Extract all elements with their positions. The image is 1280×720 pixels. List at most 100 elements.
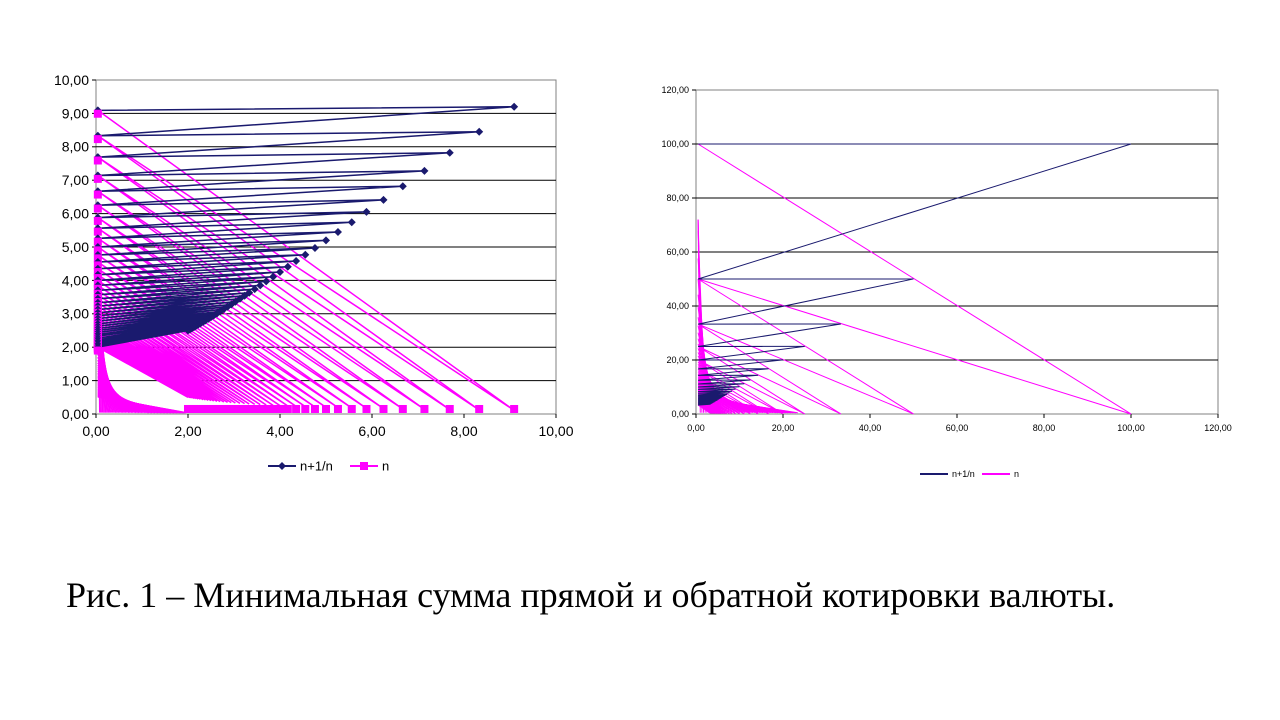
y-tick-label: 0,00: [62, 406, 89, 422]
series-n-plus-1-over-n-point: [475, 127, 484, 136]
series-n-plus-1-over-n-point: [262, 277, 271, 286]
series-n-plus-1-over-n-point: [269, 272, 278, 281]
y-tick-label: 1,00: [62, 373, 89, 389]
x-tick-label: 120,00: [1204, 423, 1232, 433]
series-n-plus-1-over-n-point: [301, 250, 310, 259]
series-n-point: [276, 404, 284, 413]
y-tick-label: 40,00: [666, 301, 689, 311]
series-n-point: [245, 404, 254, 413]
series-n-point: [445, 404, 454, 413]
series-n-plus-1-over-n-point: [379, 195, 388, 204]
y-tick-label: 20,00: [666, 355, 689, 365]
series-n-point: [93, 227, 102, 236]
series-n-point: [322, 404, 330, 413]
series-n-point: [93, 109, 102, 118]
series-n-plus-1-over-n-point: [310, 243, 319, 252]
legend-marker-n: [360, 462, 368, 470]
y-tick-label: 6,00: [62, 206, 89, 222]
y-tick-label: 100,00: [661, 139, 689, 149]
series-n-point: [240, 404, 249, 413]
series-n-point: [475, 404, 484, 413]
left-chart: 0,00 1,00 2,00 3,00 4,00 5,00 6,00 7,00 8,00 9,00…: [54, 72, 574, 474]
series-n-plus-1-over-n-point: [510, 102, 519, 111]
series-n-point: [292, 404, 301, 413]
x-tick-label: 2,00: [174, 423, 201, 439]
series-n-plus-1-over-n-line: [97, 105, 515, 348]
legend-label-n-plus-1-over-n: n+1/n: [952, 469, 975, 479]
series-n-point: [93, 237, 102, 246]
y-tick-label: 80,00: [666, 193, 689, 203]
series-n-point: [93, 346, 102, 355]
series-n-point: [250, 404, 259, 413]
x-tick-label: 20,00: [772, 423, 795, 433]
series-n-point: [262, 404, 271, 413]
series-n-point: [283, 404, 292, 413]
series-n-point: [310, 404, 319, 413]
series-n-plus-1-over-n-point: [445, 148, 454, 157]
series-n-point: [93, 246, 102, 255]
legend-marker-n-plus-1-over-n: [278, 462, 286, 470]
series-n-plus-1-over-n-point: [362, 207, 371, 216]
series-n-point: [510, 404, 519, 413]
series-n-point: [184, 404, 192, 413]
series-n-point: [333, 404, 342, 413]
series-n-point: [301, 404, 310, 413]
series-n-point: [256, 404, 265, 413]
x-tick-label: 0,00: [82, 423, 109, 439]
series-n-plus-1-over-n-point: [184, 326, 192, 335]
series-n-fan-line: [97, 396, 186, 414]
series-n-point: [362, 404, 371, 413]
y-tick-label: 5,00: [62, 239, 89, 255]
legend-label-n: n: [1014, 469, 1019, 479]
series-n-plus-1-over-n-point: [276, 268, 284, 277]
series-n-plus-1-over-n-point: [256, 281, 265, 290]
series-n-plus-1-over-n-point: [347, 218, 356, 227]
series-n-point: [93, 204, 102, 213]
series-n-plus-1-over-n-point: [292, 257, 301, 266]
series-n-point: [398, 404, 407, 413]
x-tick-label: 60,00: [946, 423, 969, 433]
legend-label-n: n: [382, 459, 389, 474]
y-tick-label: 120,00: [661, 85, 689, 95]
series-n-point: [269, 404, 278, 413]
x-tick-label: 100,00: [1117, 423, 1145, 433]
series-n-point: [420, 404, 429, 413]
figure-caption: Рис. 1 – Минимальная сумма прямой и обра…: [66, 575, 1116, 615]
x-tick-label: 8,00: [450, 423, 477, 439]
y-tick-label: 8,00: [62, 139, 89, 155]
series-n-point: [93, 174, 102, 183]
x-tick-label: 4,00: [266, 423, 293, 439]
series-n-point: [93, 190, 102, 199]
right-chart: 0,00 20,00 40,00 60,00 80,00 100,00 120,00 0,00…: [661, 85, 1232, 479]
x-tick-label: 0,00: [687, 423, 705, 433]
x-tick-label: 80,00: [1033, 423, 1056, 433]
legend-label-n-plus-1-over-n: n+1/n: [300, 459, 333, 474]
y-tick-label: 4,00: [62, 272, 89, 288]
series-n-point: [231, 404, 240, 413]
series-n-plus-1-over-n-point: [420, 166, 429, 175]
y-tick-label: 3,00: [62, 306, 89, 322]
series-n-plus-1-over-n-point: [250, 285, 259, 294]
series-n-point: [93, 156, 102, 165]
y-tick-label: 7,00: [62, 172, 89, 188]
series-n-plus-1-over-n-point: [398, 182, 407, 191]
y-tick-label: 2,00: [62, 339, 89, 355]
series-n-plus-1-over-n-point: [333, 227, 342, 236]
y-tick-label: 60,00: [666, 247, 689, 257]
x-tick-label: 6,00: [358, 423, 385, 439]
series-n-plus-1-over-n-point: [322, 236, 330, 245]
series-n-line: [697, 143, 1132, 415]
series-n-line: [97, 109, 515, 411]
series-n-plus-1-over-n-line: [697, 143, 1132, 406]
y-tick-label: 9,00: [62, 105, 89, 121]
series-n-point: [235, 404, 244, 413]
x-tick-label: 10,00: [538, 423, 573, 439]
series-n-point: [379, 404, 388, 413]
series-n-point: [93, 216, 102, 225]
series-n-plus-1-over-n-point: [283, 262, 292, 271]
y-tick-label: 0,00: [671, 409, 689, 419]
y-tick-label: 10,00: [54, 72, 89, 88]
series-n-point: [93, 135, 102, 144]
x-tick-label: 40,00: [859, 423, 882, 433]
series-n-point: [347, 404, 356, 413]
